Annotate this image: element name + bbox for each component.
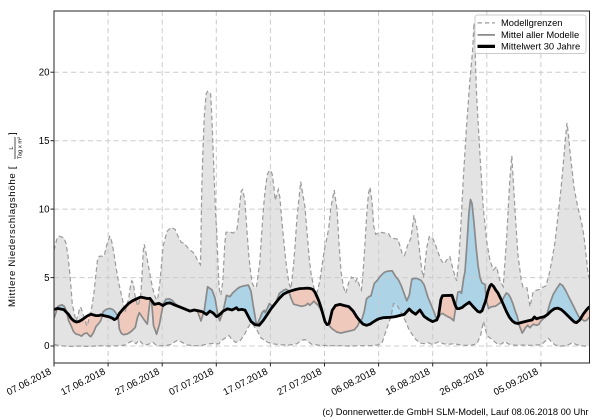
svg-text:20: 20 [39, 67, 50, 78]
svg-text:L: L [9, 146, 15, 150]
svg-text:(c) Donnerwetter.de GmbH SLM-M: (c) Donnerwetter.de GmbH SLM-Modell, Lau… [322, 407, 588, 417]
svg-text:Mittelwert 30 Jahre: Mittelwert 30 Jahre [501, 41, 580, 52]
svg-text:]: ] [7, 132, 18, 135]
svg-text:Tag x m²: Tag x m² [18, 137, 24, 159]
svg-text:Mittlere Niederschlagshöhe [: Mittlere Niederschlagshöhe [ [7, 166, 18, 307]
svg-text:10: 10 [39, 204, 50, 215]
svg-text:0: 0 [44, 341, 50, 352]
svg-text:Mittel aller Modelle: Mittel aller Modelle [501, 29, 579, 40]
svg-text:5: 5 [44, 273, 49, 284]
svg-text:15: 15 [39, 136, 50, 147]
svg-text:Modellgrenzen: Modellgrenzen [501, 17, 563, 28]
